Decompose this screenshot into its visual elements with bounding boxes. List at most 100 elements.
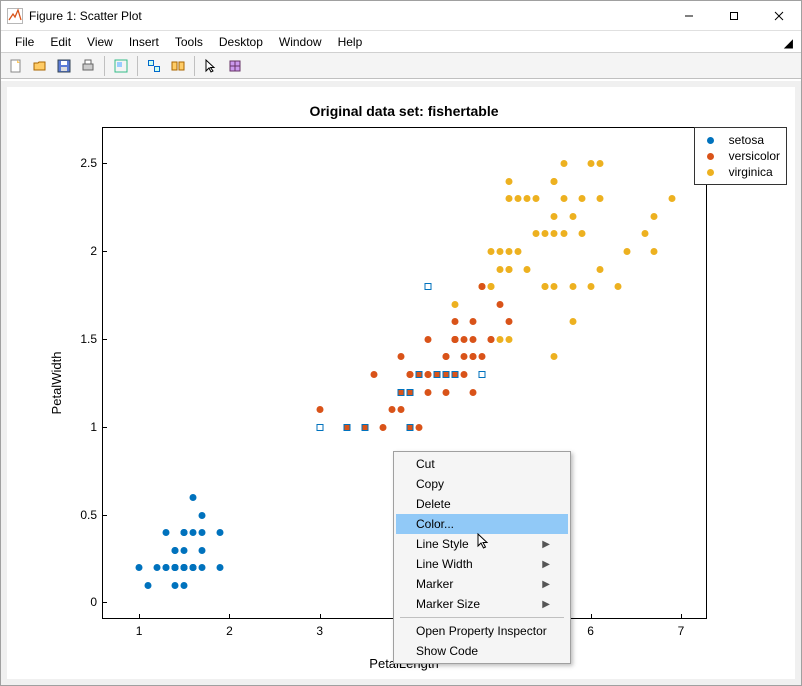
data-point-virginica[interactable]	[650, 244, 657, 258]
data-point-selected[interactable]	[452, 367, 459, 381]
data-point-setosa[interactable]	[199, 543, 206, 557]
data-point-virginica[interactable]	[506, 332, 513, 346]
context-marker[interactable]: Marker▶	[396, 574, 568, 594]
data-point-virginica[interactable]	[542, 226, 549, 240]
legend[interactable]: setosaversicolorvirginica	[694, 127, 787, 185]
data-point-versicolor[interactable]	[316, 402, 323, 416]
data-point-selected[interactable]	[425, 279, 432, 293]
data-point-virginica[interactable]	[569, 279, 576, 293]
data-point-versicolor[interactable]	[416, 420, 423, 434]
data-point-versicolor[interactable]	[425, 385, 432, 399]
data-point-virginica[interactable]	[542, 279, 549, 293]
data-point-setosa[interactable]	[190, 525, 197, 539]
context-color[interactable]: Color...	[396, 514, 568, 534]
data-point-virginica[interactable]	[506, 174, 513, 188]
menubar-overflow-icon[interactable]: ◢	[784, 36, 793, 50]
pointer-button[interactable]	[200, 55, 222, 77]
data-point-virginica[interactable]	[587, 156, 594, 170]
context-line-style[interactable]: Line Style▶	[396, 534, 568, 554]
data-point-versicolor[interactable]	[461, 367, 468, 381]
data-point-versicolor[interactable]	[470, 332, 477, 346]
open-button[interactable]	[29, 55, 51, 77]
context-cut[interactable]: Cut	[396, 454, 568, 474]
data-point-virginica[interactable]	[587, 279, 594, 293]
menu-edit[interactable]: Edit	[42, 33, 79, 51]
data-point-virginica[interactable]	[569, 314, 576, 328]
data-point-setosa[interactable]	[199, 508, 206, 522]
data-point-virginica[interactable]	[533, 226, 540, 240]
data-point-virginica[interactable]	[560, 191, 567, 205]
data-point-versicolor[interactable]	[470, 349, 477, 363]
data-point-setosa[interactable]	[145, 578, 152, 592]
data-point-selected[interactable]	[316, 420, 323, 434]
data-point-versicolor[interactable]	[425, 367, 432, 381]
data-point-virginica[interactable]	[596, 191, 603, 205]
data-point-virginica[interactable]	[533, 191, 540, 205]
data-point-virginica[interactable]	[506, 262, 513, 276]
data-point-virginica[interactable]	[524, 191, 531, 205]
data-point-virginica[interactable]	[524, 262, 531, 276]
data-point-virginica[interactable]	[452, 297, 459, 311]
data-point-setosa[interactable]	[190, 560, 197, 574]
menu-desktop[interactable]: Desktop	[211, 33, 271, 51]
data-point-virginica[interactable]	[551, 279, 558, 293]
data-point-versicolor[interactable]	[452, 332, 459, 346]
data-point-setosa[interactable]	[181, 560, 188, 574]
zoom-button[interactable]	[110, 55, 132, 77]
data-point-setosa[interactable]	[181, 578, 188, 592]
data-point-virginica[interactable]	[497, 332, 504, 346]
context-delete[interactable]: Delete	[396, 494, 568, 514]
data-point-setosa[interactable]	[172, 578, 179, 592]
data-point-virginica[interactable]	[551, 349, 558, 363]
data-point-virginica[interactable]	[560, 226, 567, 240]
data-point-virginica[interactable]	[668, 191, 675, 205]
data-point-selected[interactable]	[416, 367, 423, 381]
save-button[interactable]	[53, 55, 75, 77]
new-figure-button[interactable]	[5, 55, 27, 77]
data-point-setosa[interactable]	[217, 525, 224, 539]
data-point-versicolor[interactable]	[497, 297, 504, 311]
data-point-virginica[interactable]	[551, 174, 558, 188]
data-point-virginica[interactable]	[578, 226, 585, 240]
data-point-setosa[interactable]	[190, 490, 197, 504]
data-point-setosa[interactable]	[181, 525, 188, 539]
data-point-versicolor[interactable]	[379, 420, 386, 434]
data-point-setosa[interactable]	[199, 560, 206, 574]
data-point-versicolor[interactable]	[479, 279, 486, 293]
data-point-versicolor[interactable]	[470, 314, 477, 328]
data-point-virginica[interactable]	[560, 156, 567, 170]
data-point-virginica[interactable]	[614, 279, 621, 293]
data-point-versicolor[interactable]	[388, 402, 395, 416]
data-point-setosa[interactable]	[199, 525, 206, 539]
menu-help[interactable]: Help	[330, 33, 371, 51]
legend-item-setosa[interactable]: setosa	[701, 132, 780, 148]
context-line-width[interactable]: Line Width▶	[396, 554, 568, 574]
data-point-virginica[interactable]	[515, 191, 522, 205]
data-point-versicolor[interactable]	[370, 367, 377, 381]
data-point-selected[interactable]	[479, 367, 486, 381]
context-open-property-inspector[interactable]: Open Property Inspector	[396, 621, 568, 641]
data-point-setosa[interactable]	[172, 543, 179, 557]
data-point-setosa[interactable]	[163, 560, 170, 574]
data-point-versicolor[interactable]	[479, 349, 486, 363]
data-point-virginica[interactable]	[596, 262, 603, 276]
data-point-virginica[interactable]	[506, 191, 513, 205]
menu-view[interactable]: View	[79, 33, 121, 51]
menu-window[interactable]: Window	[271, 33, 330, 51]
data-point-versicolor[interactable]	[397, 402, 404, 416]
data-point-selected[interactable]	[397, 385, 404, 399]
data-point-setosa[interactable]	[163, 525, 170, 539]
context-marker-size[interactable]: Marker Size▶	[396, 594, 568, 614]
data-point-versicolor[interactable]	[407, 367, 414, 381]
data-point-virginica[interactable]	[596, 156, 603, 170]
menu-insert[interactable]: Insert	[121, 33, 167, 51]
data-point-virginica[interactable]	[506, 244, 513, 258]
data-point-virginica[interactable]	[497, 262, 504, 276]
data-point-selected[interactable]	[407, 385, 414, 399]
data-point-virginica[interactable]	[650, 209, 657, 223]
data-point-virginica[interactable]	[551, 209, 558, 223]
menu-tools[interactable]: Tools	[167, 33, 211, 51]
data-point-setosa[interactable]	[136, 560, 143, 574]
minimize-button[interactable]	[666, 1, 711, 31]
data-point-virginica[interactable]	[641, 226, 648, 240]
